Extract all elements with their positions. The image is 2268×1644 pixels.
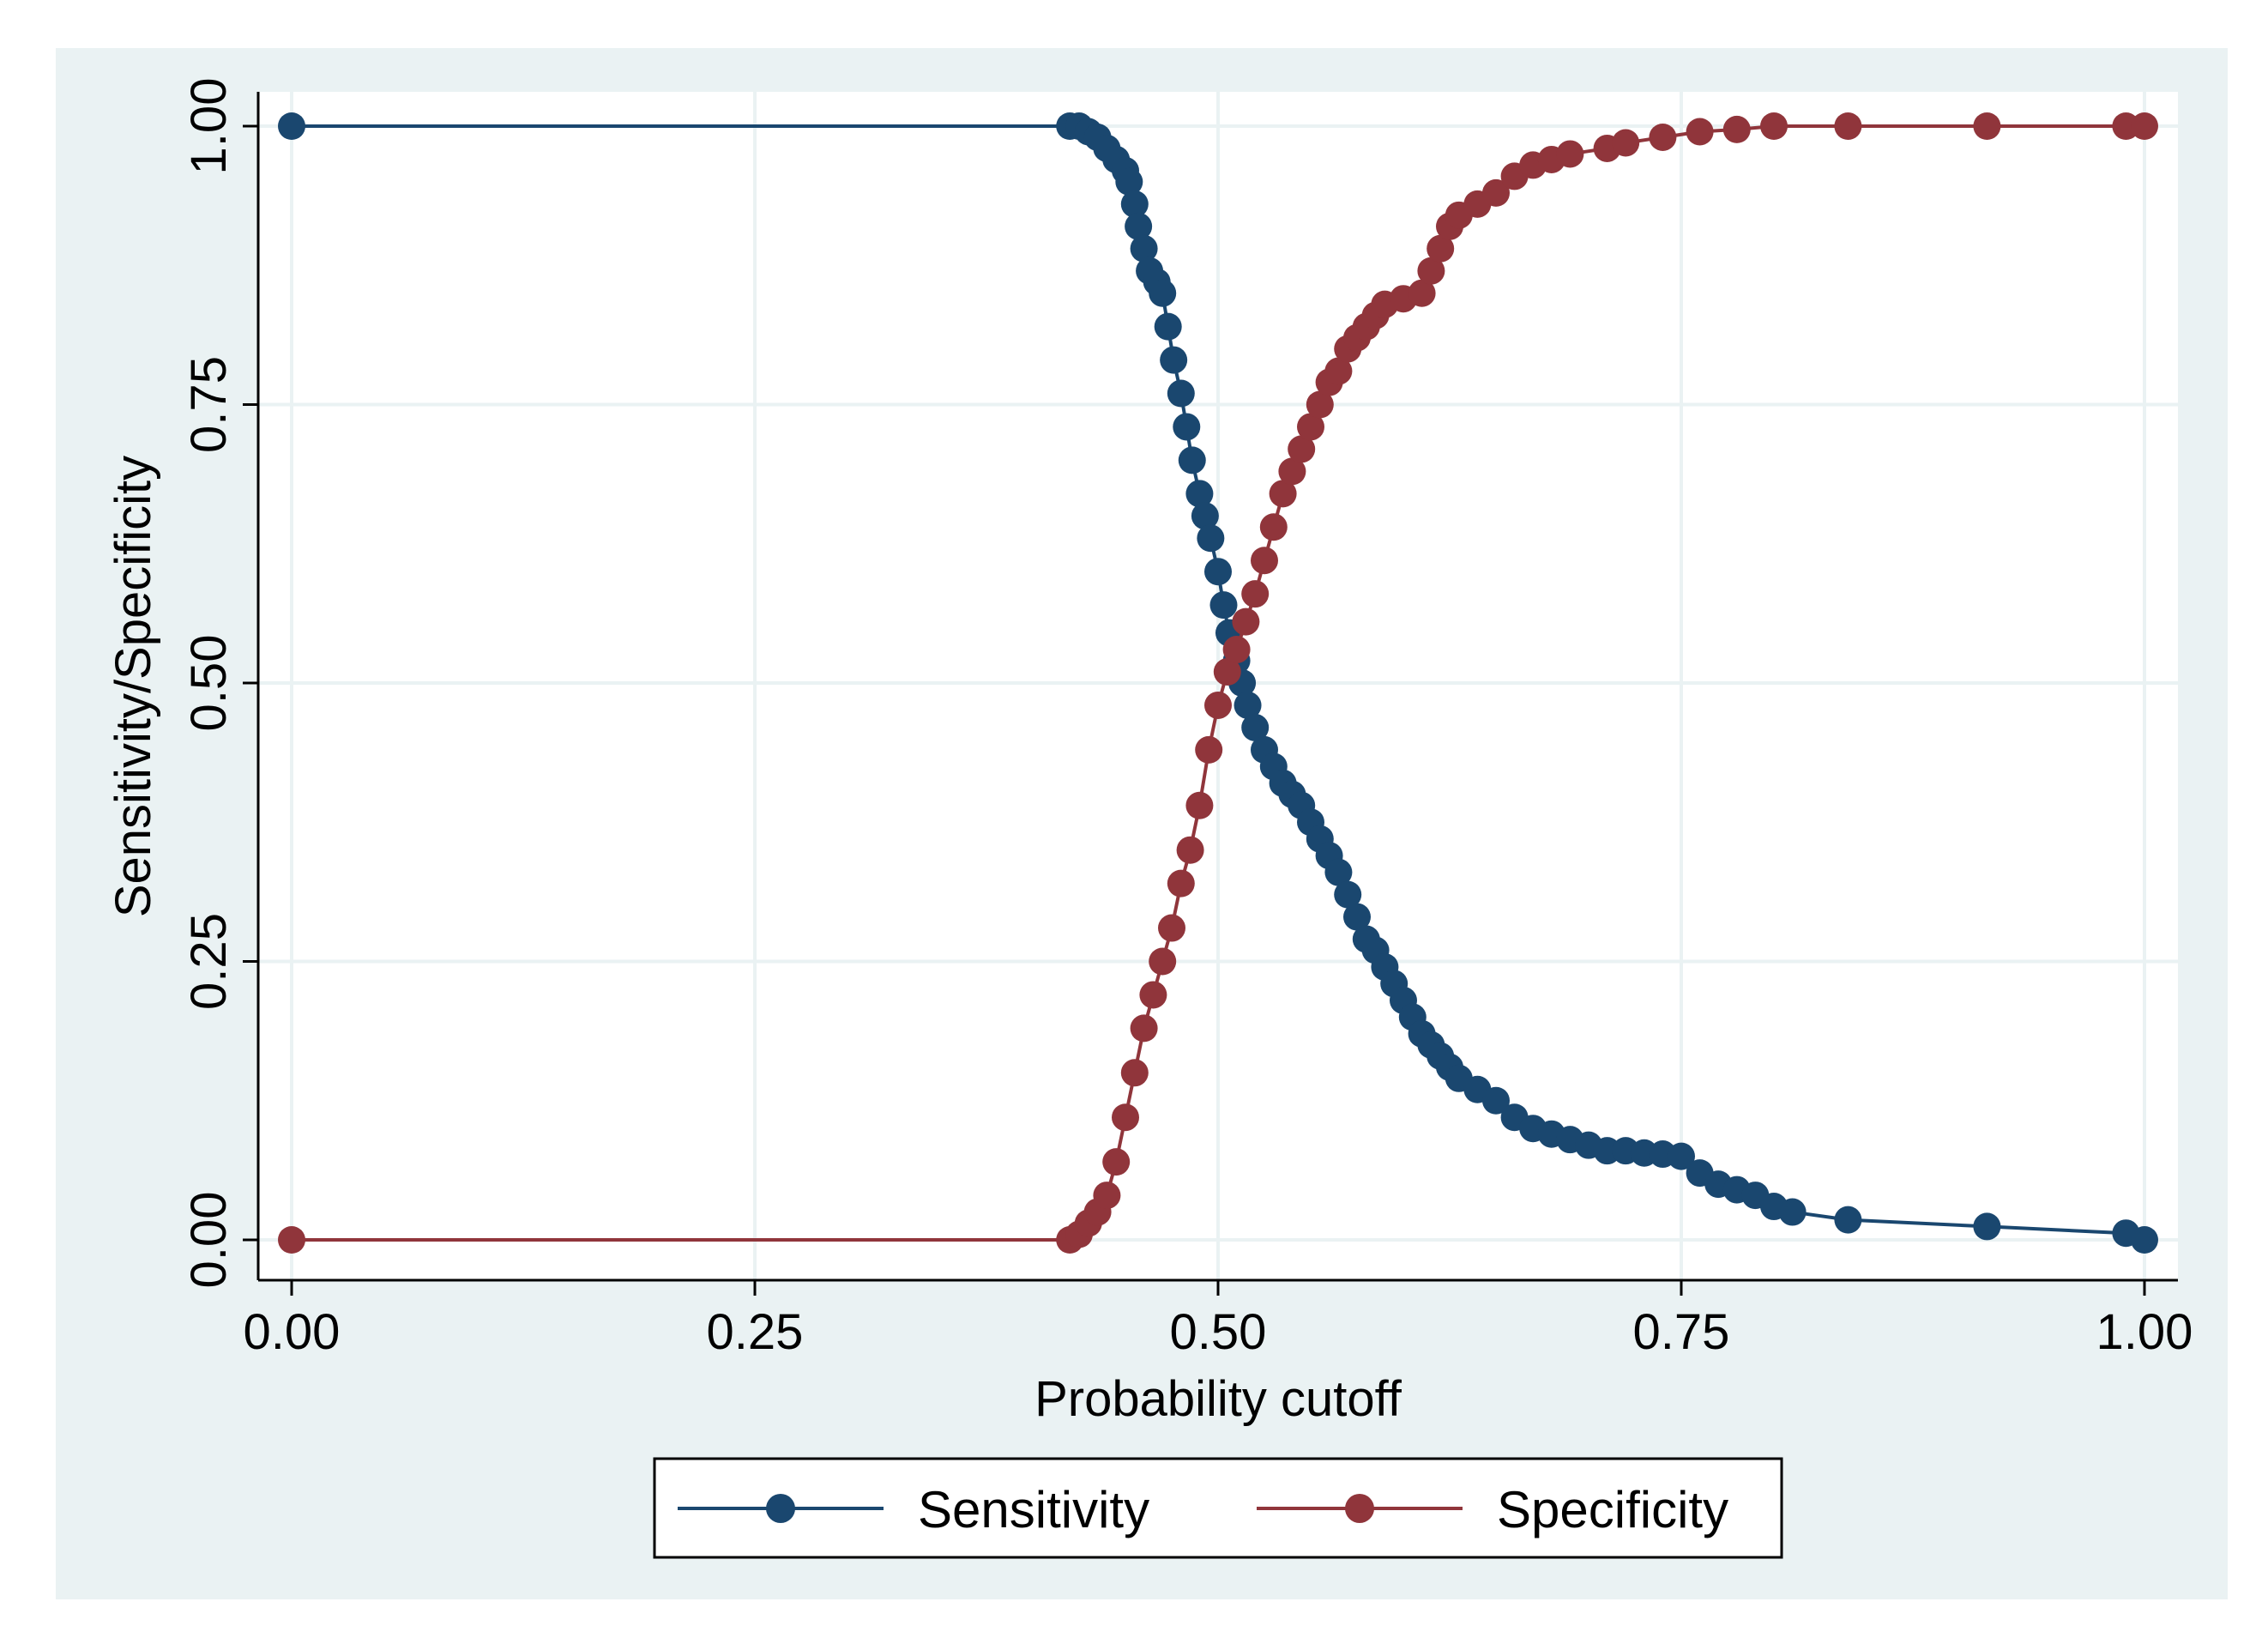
sensitivity-point [1167, 379, 1195, 408]
specificity-point [1185, 791, 1214, 819]
x-tick-label: 1.00 [2096, 1304, 2193, 1360]
sensitivity-point [1120, 190, 1149, 218]
specificity-point [1427, 234, 1455, 263]
sensitivity-point [1178, 446, 1206, 474]
specificity-point [1149, 947, 1177, 976]
specificity-point [1167, 869, 1195, 898]
sensitivity-point [1173, 413, 1201, 441]
legend-sensitivity-label: Sensitivity [918, 1481, 1149, 1538]
specificity-point [1102, 1148, 1131, 1176]
specificity-point [1269, 480, 1297, 508]
specificity-point [1417, 257, 1445, 285]
specificity-point [1834, 112, 1862, 140]
series-sensitivity [278, 112, 2158, 1254]
legend: Sensitivity Specificity [653, 1457, 1783, 1559]
specificity-point [1278, 457, 1306, 486]
specificity-point [1408, 279, 1436, 307]
specificity-point [1686, 118, 1714, 146]
sensitivity-point [1334, 880, 1362, 909]
specificity-point [1649, 123, 1677, 151]
sensitivity-point [1324, 858, 1353, 886]
specificity-point [1158, 914, 1185, 942]
specificity-point [1176, 836, 1204, 864]
legend-sensitivity-marker [766, 1494, 795, 1523]
y-axis-label: Sensitivity/Specificity [106, 456, 161, 917]
sensitivity-point [1149, 279, 1177, 307]
specificity-point [1120, 1059, 1149, 1087]
x-tick-label: 0.50 [1170, 1304, 1267, 1360]
specificity-point [1213, 658, 1241, 686]
series-specificity [278, 112, 2158, 1254]
sensitivity-point [1185, 480, 1214, 508]
specificity-point [1306, 390, 1334, 419]
sensitivity-point [1668, 1142, 1695, 1170]
specificity-point [1139, 981, 1167, 1009]
specificity-point [1288, 435, 1316, 463]
sensitivity-point [1154, 312, 1182, 341]
sensitivity-point [1234, 691, 1262, 719]
x-tick-label: 0.00 [244, 1304, 341, 1360]
specificity-point [1259, 513, 1288, 541]
x-tick-label: 0.25 [707, 1304, 804, 1360]
specificity-point [1195, 735, 1223, 764]
sensitivity-point [1241, 713, 1270, 741]
y-tick-label: 1.00 [181, 78, 237, 175]
specificity-point [1222, 636, 1251, 664]
sensitivity-point [1204, 558, 1232, 586]
sensitivity-point [2131, 1226, 2158, 1254]
sensitivity-point [1482, 1086, 1510, 1115]
specificity-point [1112, 1103, 1139, 1132]
sensitivity-point [1125, 212, 1153, 240]
specificity-point [1722, 115, 1751, 143]
specificity-point [1324, 357, 1353, 385]
specificity-point [1130, 1014, 1158, 1043]
sensitivity-point [1209, 591, 1238, 620]
sensitivity-point [278, 112, 305, 140]
sensitivity-point [1343, 903, 1371, 931]
sensitivity-point [1191, 502, 1219, 530]
specificity-point [1612, 129, 1640, 157]
specificity-point [278, 1226, 305, 1254]
x-tick-label: 0.75 [1633, 1304, 1730, 1360]
sensitivity-point [1973, 1212, 2001, 1241]
y-tick-label: 0.25 [181, 913, 237, 1010]
specificity-point [1482, 178, 1510, 207]
sensitivity-point [1160, 346, 1188, 374]
axes: 0.00 0.25 0.50 0.75 1.00 0.00 0.25 0.50 0.75 1.00 [181, 78, 2193, 1360]
specificity-point [2131, 112, 2158, 140]
specificity-point [1232, 607, 1260, 636]
legend-specificity-marker [1345, 1494, 1374, 1523]
y-tick-label: 0.75 [181, 356, 237, 453]
specificity-point [1556, 140, 1584, 168]
specificity-point [1973, 112, 2001, 140]
sensitivity-point [1115, 167, 1143, 196]
specificity-point [1297, 413, 1324, 441]
series-layer [278, 112, 2158, 1254]
y-tick-label: 0.50 [181, 635, 237, 732]
sensitivity-point [1130, 234, 1158, 263]
y-tick-label: 0.00 [181, 1192, 237, 1289]
x-axis-label: Probability cutoff [1034, 1371, 1402, 1427]
specificity-point [1241, 580, 1270, 608]
sensitivity-point [1197, 524, 1225, 553]
specificity-point [1093, 1182, 1121, 1210]
legend-specificity-label: Specificity [1497, 1481, 1728, 1538]
sensitivity-point [1778, 1198, 1807, 1226]
sensitivity-point [1834, 1206, 1862, 1234]
specificity-point [1760, 112, 1788, 140]
specificity-point [1204, 691, 1232, 719]
specificity-point [1251, 547, 1278, 575]
